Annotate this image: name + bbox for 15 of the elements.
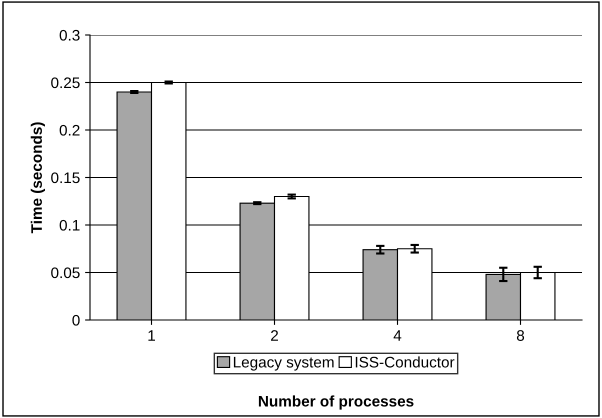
x-axis-title: Number of processes (258, 395, 414, 410)
y-tick-label: 0.25 (51, 77, 80, 88)
x-tick-label: 2 (271, 330, 278, 341)
y-tick-label: 0.1 (60, 220, 80, 231)
y-tick-label: 0.3 (60, 30, 80, 41)
x-tick-label: 8 (516, 330, 524, 341)
y-tick-label: 0 (72, 314, 80, 326)
y-tick-label: 0.15 (51, 172, 80, 184)
legend-label: Legacy system (234, 356, 334, 371)
legend-label: ISS-Conductor (356, 356, 454, 368)
y-tick-label: 0.2 (60, 124, 80, 136)
y-tick-label: 0.05 (51, 267, 80, 278)
y-axis-title: Time (seconds) (30, 122, 45, 234)
x-tick-label: 1 (148, 330, 156, 341)
x-tick-label: 4 (394, 330, 402, 341)
